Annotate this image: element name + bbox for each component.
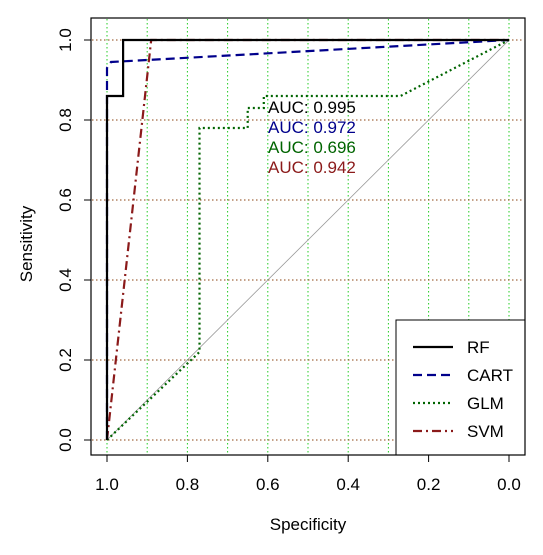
series-line-rf [105,38,509,440]
legend-label-svm: SVM [467,422,504,441]
legend-label-rf: RF [467,338,490,357]
x-tick-label: 0.0 [497,475,521,494]
y-tick-label: 0.2 [56,348,75,372]
y-tick-label: 0.8 [56,108,75,132]
x-tick-label: 0.8 [176,475,200,494]
y-tick-label: 0.4 [56,268,75,292]
auc-label: AUC: 0.696 [268,138,356,157]
legend: RF CART GLM SVM [395,319,526,456]
x-axis-label: Specificity [270,515,347,534]
auc-label: AUC: 0.942 [268,158,356,177]
y-tick-label: 1.0 [56,28,75,52]
x-tick-label: 0.4 [336,475,360,494]
reference-diagonal [106,39,510,441]
x-tick-label: 0.6 [256,475,280,494]
axes-layer: 1.0 0.8 0.6 0.4 0.2 0.0 0.0 0.2 0.4 0.6 0.8 1.0 [56,17,526,494]
y-axis-label: Sensitivity [17,205,36,282]
series-layer [105,38,510,441]
auc-label: AUC: 0.972 [268,118,356,137]
legend-label-cart: CART [467,366,513,385]
reference-layer [106,39,510,441]
x-tick-label: 1.0 [95,475,119,494]
x-tick-label: 0.2 [417,475,441,494]
y-tick-label: 0.6 [56,188,75,212]
legend-box [395,319,526,456]
auc-label: AUC: 0.995 [268,98,356,117]
y-tick-label: 0.0 [56,428,75,452]
legend-label-glm: GLM [467,394,504,413]
